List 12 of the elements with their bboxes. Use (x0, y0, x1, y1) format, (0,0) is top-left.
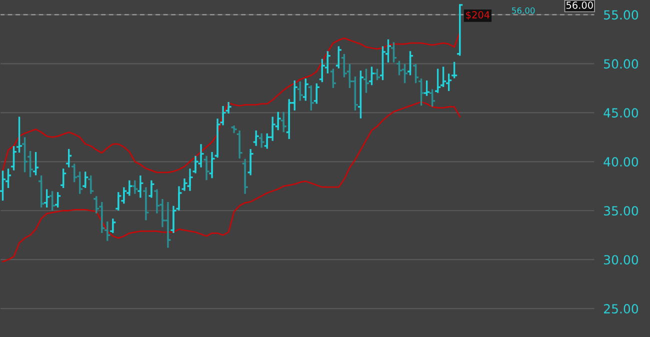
annotation: 56.00 (512, 7, 535, 14)
y-tick-label: 45.00 (604, 108, 638, 118)
y-tick-label: 35.00 (604, 206, 638, 216)
y-tick-label: 40.00 (604, 157, 638, 167)
y-tick-label: 50.00 (604, 59, 638, 69)
y-tick-label: 25.00 (604, 304, 638, 314)
annotation: 56.00 (566, 2, 593, 9)
line-series (2, 32, 461, 174)
line-series (2, 101, 461, 262)
y-tick-label: 55.00 (604, 10, 638, 20)
annotation: $204 (466, 10, 490, 20)
y-tick-label: 30.00 (604, 255, 638, 265)
